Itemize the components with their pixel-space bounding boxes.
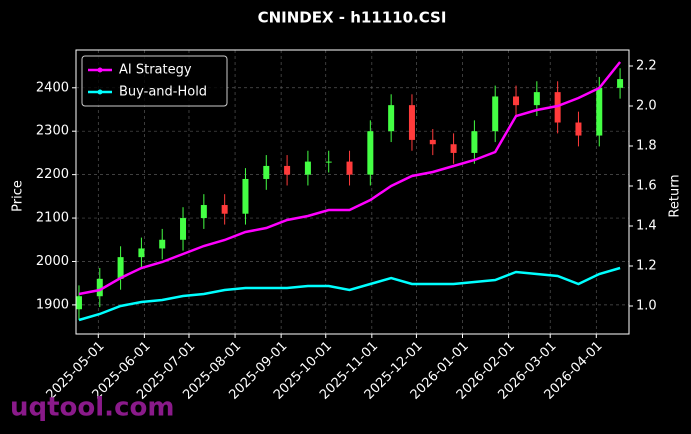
candle-body [575, 122, 582, 136]
candle-body [533, 92, 540, 106]
candle-body [429, 139, 436, 145]
candle-body [304, 161, 311, 175]
candle-body [554, 92, 561, 123]
candle-body [492, 96, 499, 132]
candle-body [325, 161, 332, 163]
legend-label: Buy-and-Hold [119, 85, 207, 100]
y-tick-label: 2000 [36, 254, 69, 269]
candle-body [596, 87, 603, 136]
candle-body [408, 105, 415, 140]
y2-tick-label: 1.2 [636, 259, 657, 274]
y2-tick-label: 2.2 [636, 59, 657, 74]
watermark: uqtool.com [10, 393, 174, 423]
legend-label: AI Strategy [119, 63, 192, 78]
y-tick-label: 2100 [36, 211, 69, 226]
plot-frame [75, 49, 630, 335]
candle-body [263, 165, 270, 179]
candle-body [117, 257, 124, 279]
candle-body [284, 165, 291, 175]
y2-tick-label: 1.4 [636, 219, 657, 234]
y-tick-label: 2400 [36, 80, 69, 95]
candle-body [159, 239, 166, 249]
chart-title: CNINDEX - h11110.CSI [258, 9, 447, 27]
candle-body [138, 248, 145, 258]
return-line [78, 266, 621, 322]
candle-body [346, 161, 353, 175]
y-tick-label: 1900 [36, 297, 69, 312]
return-line [78, 61, 622, 296]
y2-tick-label: 1.0 [636, 299, 657, 314]
candle-body [242, 178, 249, 214]
y-axis-label: Price [11, 180, 26, 212]
candle-body [200, 205, 207, 219]
y2-tick-label: 1.8 [636, 139, 657, 154]
legend-marker [97, 67, 103, 73]
y2-axis-label: Return [668, 174, 683, 217]
y-tick-label: 2200 [36, 167, 69, 182]
y2-tick-label: 2.0 [636, 99, 657, 114]
y-tick-label: 2300 [36, 124, 69, 139]
candle-body [96, 278, 103, 297]
candle-body [180, 218, 187, 240]
y2-tick-label: 1.6 [636, 179, 657, 194]
candle-body [513, 96, 520, 106]
candle-body [221, 205, 228, 214]
legend-box [81, 55, 228, 107]
candle-body [450, 144, 457, 153]
candle-body [367, 131, 374, 175]
candle-body [471, 131, 478, 153]
legend-marker [97, 89, 103, 95]
candle-body [75, 296, 82, 310]
candle-body [388, 105, 395, 132]
candle-body [617, 79, 624, 88]
